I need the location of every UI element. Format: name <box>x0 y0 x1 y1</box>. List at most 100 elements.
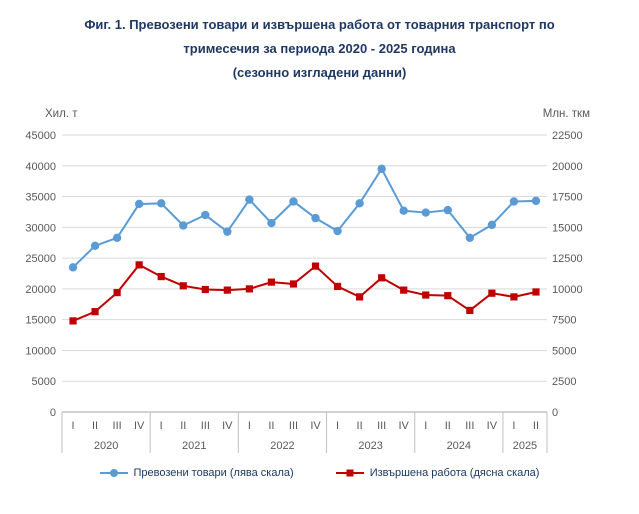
y-tick-label-right: 12500 <box>552 253 583 265</box>
year-label: 2021 <box>182 440 206 452</box>
chart-svg: 0 0 5000 2500 10000 5000 15000 7500 20000 10000 25… <box>25 108 590 453</box>
data-point-series-0 <box>223 227 232 236</box>
data-point-series-1 <box>422 291 430 299</box>
data-point-series-0 <box>201 210 210 220</box>
data-point-series-0 <box>179 221 188 230</box>
data-point-series-0 <box>355 199 364 208</box>
data-point-series-0 <box>267 218 276 228</box>
data-point-series-0 <box>421 208 430 217</box>
y-tick-label-right: 10000 <box>552 284 583 296</box>
x-tick-label: I <box>424 420 427 432</box>
y-tick-label-right: 0 <box>552 407 558 419</box>
data-point-series-0 <box>377 164 386 174</box>
x-tick-label: II <box>180 420 186 432</box>
data-point-series-0 <box>134 199 144 209</box>
data-point-series-0 <box>68 263 78 272</box>
legend-marker-carried-goods-icon <box>99 469 128 477</box>
y-tick-label-right: 17500 <box>552 192 583 204</box>
title-line-1: Фиг. 1. Превозени товари и извършена раб… <box>84 17 555 32</box>
data-point-series-0 <box>443 205 452 215</box>
y-tick-label-left: 10000 <box>25 345 56 357</box>
series-line-1 <box>72 263 537 322</box>
data-point-series-0 <box>112 233 122 242</box>
x-tick-label: II <box>533 420 539 432</box>
y-tick-label-left: 15000 <box>25 315 56 327</box>
x-tick-label: III <box>289 420 298 432</box>
y-tick-label-left: 5000 <box>32 376 56 388</box>
title-line-2: тримесечия за периода 2020 - 2025 година <box>183 41 456 56</box>
y-tick-label-left: 35000 <box>25 192 56 204</box>
data-point-series-1 <box>466 306 474 315</box>
y-tick-label-right: 7500 <box>552 315 576 327</box>
title-line-3: (сезонно изгладени данни) <box>232 65 407 80</box>
y-tick-label-left: 20000 <box>25 284 56 296</box>
data-point-series-0 <box>289 197 298 206</box>
legend-label-carried-goods: Превозени товари (лява скала) <box>133 467 294 479</box>
series-line-0 <box>72 167 537 269</box>
data-point-series-1 <box>510 293 518 301</box>
data-point-series-0 <box>90 241 100 250</box>
y-tick-label-left: 0 <box>50 407 56 419</box>
data-point-series-1 <box>356 293 364 301</box>
x-tick-label: II <box>268 420 274 432</box>
data-point-series-0 <box>311 213 320 223</box>
data-point-series-1 <box>91 308 99 316</box>
chart-title: Фиг. 1. Превозени товари и извършена раб… <box>0 0 639 85</box>
x-tick-label: I <box>71 420 74 432</box>
data-point-series-0 <box>399 206 408 215</box>
x-tick-label: III <box>201 420 210 432</box>
data-point-series-1 <box>289 280 298 288</box>
legend-item-carried-goods: Превозени товари (лява скала) <box>99 467 294 479</box>
x-tick-label: III <box>113 420 122 432</box>
x-tick-label: IV <box>399 420 410 432</box>
data-point-series-1 <box>444 292 452 300</box>
data-point-series-1 <box>223 286 231 294</box>
x-tick-label: IV <box>310 420 321 432</box>
data-point-series-0 <box>157 199 166 208</box>
data-point-series-1 <box>333 282 342 291</box>
year-label: 2020 <box>94 440 118 452</box>
legend-marker-work-performed-icon <box>335 469 364 477</box>
y-tick-label-right: 20000 <box>552 161 583 173</box>
data-point-series-1 <box>113 288 121 297</box>
legend-item-work-performed: Извършена работа (дясна скала) <box>335 467 539 479</box>
y-tick-label-right: 22500 <box>552 130 583 142</box>
x-tick-label: III <box>465 420 474 432</box>
y-tick-label-left: 45000 <box>25 130 56 142</box>
right-axis-unit-label: Млн. ткм <box>543 108 590 120</box>
left-axis-unit-label: Хил. т <box>45 108 78 120</box>
data-point-series-1 <box>245 285 253 293</box>
legend: Превозени товари (лява скала) Извършена … <box>0 467 639 479</box>
y-tick-label-right: 5000 <box>552 345 576 357</box>
data-point-series-0 <box>531 196 541 206</box>
x-tick-label: IV <box>487 420 498 432</box>
data-point-series-1 <box>135 261 143 269</box>
y-tick-label-left: 25000 <box>25 253 56 265</box>
data-point-series-1 <box>69 317 77 325</box>
data-point-series-1 <box>179 282 187 290</box>
y-tick-label-left: 30000 <box>25 222 56 234</box>
y-tick-label-right: 15000 <box>552 222 583 234</box>
x-tick-label: IV <box>134 420 145 432</box>
data-point-series-1 <box>532 288 540 296</box>
data-point-series-1 <box>400 286 408 294</box>
x-tick-label: I <box>248 420 251 432</box>
year-label: 2022 <box>270 440 294 452</box>
data-point-series-0 <box>333 226 342 236</box>
x-tick-label: I <box>160 420 163 432</box>
x-tick-label: III <box>377 420 386 432</box>
data-point-series-0 <box>465 233 475 242</box>
data-point-series-0 <box>245 195 254 204</box>
x-tick-label: II <box>92 420 98 432</box>
data-point-series-0 <box>487 220 497 230</box>
year-label: 2025 <box>513 440 537 452</box>
data-point-series-1 <box>157 272 165 281</box>
x-tick-label: II <box>357 420 363 432</box>
y-tick-label-right: 2500 <box>552 376 576 388</box>
x-tick-label: I <box>512 420 515 432</box>
data-point-series-0 <box>509 197 519 206</box>
year-label: 2024 <box>447 440 471 452</box>
x-tick-label: I <box>336 420 339 432</box>
x-tick-label: IV <box>222 420 233 432</box>
